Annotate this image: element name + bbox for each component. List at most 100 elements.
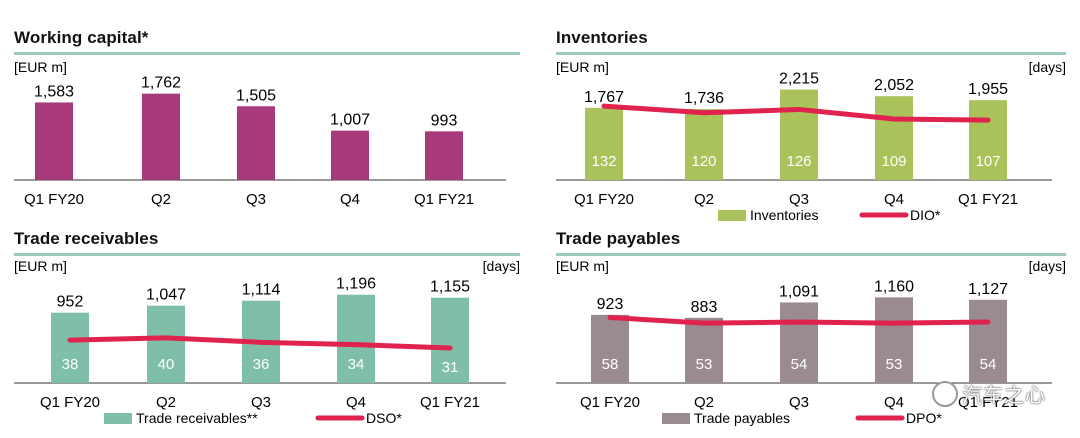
days-series-line bbox=[67, 335, 453, 351]
trade-receivables-title: Trade receivables bbox=[14, 229, 159, 248]
x-tick-label: Q1 FY21 bbox=[420, 394, 480, 411]
legend-label: Inventories bbox=[750, 207, 818, 223]
bar bbox=[35, 102, 73, 180]
bar-value-label: 1,196 bbox=[336, 276, 376, 293]
x-tick-label: Q1 FY21 bbox=[414, 191, 474, 208]
bar-value-label: 1,955 bbox=[968, 81, 1008, 98]
working-capital-chart: [EUR m] 1,583 Q1 FY20 1,762 Q2 1,505 Q3 1,007 Q4… bbox=[14, 59, 506, 208]
bar bbox=[51, 312, 89, 383]
title-rule bbox=[14, 52, 520, 55]
y-axis-unit-label: [EUR m] bbox=[14, 258, 67, 274]
bar bbox=[585, 107, 623, 180]
x-tick-label: Q1 FY20 bbox=[24, 191, 84, 208]
bar-value-label: 1,155 bbox=[430, 279, 470, 296]
bar bbox=[685, 317, 723, 383]
title-rule bbox=[556, 253, 1066, 256]
legend-label: DPO* bbox=[906, 410, 942, 426]
x-tick-label: Q2 bbox=[151, 191, 171, 208]
x-tick-label: Q1 FY21 bbox=[958, 191, 1018, 208]
bar bbox=[147, 305, 185, 383]
trade-payables-chart: [EUR m] [days] 923 Q1 FY20 883 Q2 1,091 Q3 1,160… bbox=[556, 258, 1066, 426]
days-value-label: 120 bbox=[691, 153, 716, 170]
x-tick-label: Q4 bbox=[340, 191, 360, 208]
days-value-label: 109 bbox=[881, 153, 906, 170]
legend-swatch-bar bbox=[718, 210, 746, 221]
y2-axis-unit-label: [days] bbox=[1029, 258, 1066, 274]
days-value-label: 34 bbox=[348, 356, 365, 373]
bar-value-label: 1,583 bbox=[34, 83, 74, 100]
days-value-label: 126 bbox=[786, 153, 811, 170]
x-tick-label: Q2 bbox=[694, 191, 714, 208]
legend-label: DSO* bbox=[366, 410, 402, 426]
working-capital-title: Working capital* bbox=[14, 28, 149, 47]
working-capital-panel: Working capital* [EUR m] 1,583 Q1 FY20 1,76… bbox=[14, 28, 520, 218]
days-value-label: 54 bbox=[791, 356, 808, 373]
y-axis-unit-label: [EUR m] bbox=[556, 258, 609, 274]
days-value-label: 53 bbox=[886, 356, 903, 373]
bar-value-label: 1,160 bbox=[874, 278, 914, 295]
inventories-title: Inventories bbox=[556, 28, 648, 47]
days-value-label: 58 bbox=[602, 356, 619, 373]
bar bbox=[780, 302, 818, 383]
bar-value-label: 1,007 bbox=[330, 112, 370, 129]
bar-value-label: 1,114 bbox=[242, 282, 281, 299]
bar-value-label: 1,736 bbox=[684, 90, 724, 107]
bar bbox=[875, 297, 913, 383]
days-series-line bbox=[601, 103, 991, 123]
x-tick-label: Q2 bbox=[694, 394, 714, 411]
watermark-text: 汽车之心 bbox=[962, 385, 1046, 407]
bar-value-label: 1,762 bbox=[141, 75, 181, 92]
x-tick-label: Q3 bbox=[789, 191, 809, 208]
trade-receivables-panel: Trade receivables [EUR m] [days] 952 Q1 FY2… bbox=[14, 229, 520, 434]
legend-label: Trade receivables** bbox=[136, 410, 258, 426]
x-tick-label: Q3 bbox=[251, 394, 271, 411]
days-value-label: 132 bbox=[591, 153, 616, 170]
bar-value-label: 2,215 bbox=[779, 71, 819, 88]
bar bbox=[337, 294, 375, 383]
days-value-label: 40 bbox=[158, 356, 175, 373]
x-tick-label: Q3 bbox=[246, 191, 266, 208]
bar bbox=[431, 297, 469, 383]
days-value-label: 36 bbox=[253, 356, 270, 373]
bar bbox=[969, 100, 1007, 180]
inventories-panel: Inventories [EUR m] [days] 1,767 Q1 FY20 1,7… bbox=[556, 28, 1066, 228]
x-tick-label: Q4 bbox=[346, 394, 366, 411]
days-series-line bbox=[607, 314, 991, 326]
days-value-label: 31 bbox=[442, 359, 459, 376]
y-axis-unit-label: [EUR m] bbox=[14, 59, 67, 75]
legend-label: DIO* bbox=[910, 207, 941, 223]
inventories-chart: [EUR m] [days] 1,767 Q1 FY20 1,736 Q2 2,215 Q3 2… bbox=[556, 59, 1066, 223]
x-tick-label: Q4 bbox=[884, 191, 904, 208]
x-tick-label: Q1 FY20 bbox=[574, 191, 634, 208]
title-rule bbox=[556, 52, 1066, 55]
days-value-label: 53 bbox=[696, 356, 713, 373]
bar bbox=[969, 299, 1007, 383]
bar-value-label: 952 bbox=[57, 294, 84, 311]
trade-receivables-chart: [EUR m] [days] 952 Q1 FY20 1,047 Q2 1,114 Q3 1,1… bbox=[14, 258, 520, 426]
bar-value-label: 1,127 bbox=[968, 281, 1008, 298]
bar bbox=[142, 93, 180, 180]
y2-axis-unit-label: [days] bbox=[483, 258, 520, 274]
bar-value-label: 883 bbox=[691, 299, 718, 316]
bar-value-label: 993 bbox=[431, 112, 458, 129]
bar bbox=[331, 130, 369, 180]
x-tick-label: Q2 bbox=[156, 394, 176, 411]
bar-value-label: 923 bbox=[597, 296, 624, 313]
x-tick-label: Q1 FY20 bbox=[580, 394, 640, 411]
x-tick-label: Q1 FY20 bbox=[40, 394, 100, 411]
y2-axis-unit-label: [days] bbox=[1029, 59, 1066, 75]
title-rule bbox=[14, 253, 520, 256]
x-tick-label: Q4 bbox=[884, 394, 904, 411]
x-tick-label: Q3 bbox=[789, 394, 809, 411]
days-value-label: 107 bbox=[975, 153, 1000, 170]
legend-swatch-bar bbox=[104, 413, 132, 424]
watermark: 汽车之心 bbox=[932, 379, 1046, 408]
days-value-label: 38 bbox=[62, 356, 79, 373]
y-axis-unit-label: [EUR m] bbox=[556, 59, 609, 75]
bar bbox=[591, 314, 629, 383]
bar bbox=[425, 131, 463, 180]
x-tick-label: Q1 FY21 bbox=[958, 394, 1018, 411]
bar bbox=[237, 106, 275, 180]
bar bbox=[875, 96, 913, 180]
bar bbox=[780, 89, 818, 180]
